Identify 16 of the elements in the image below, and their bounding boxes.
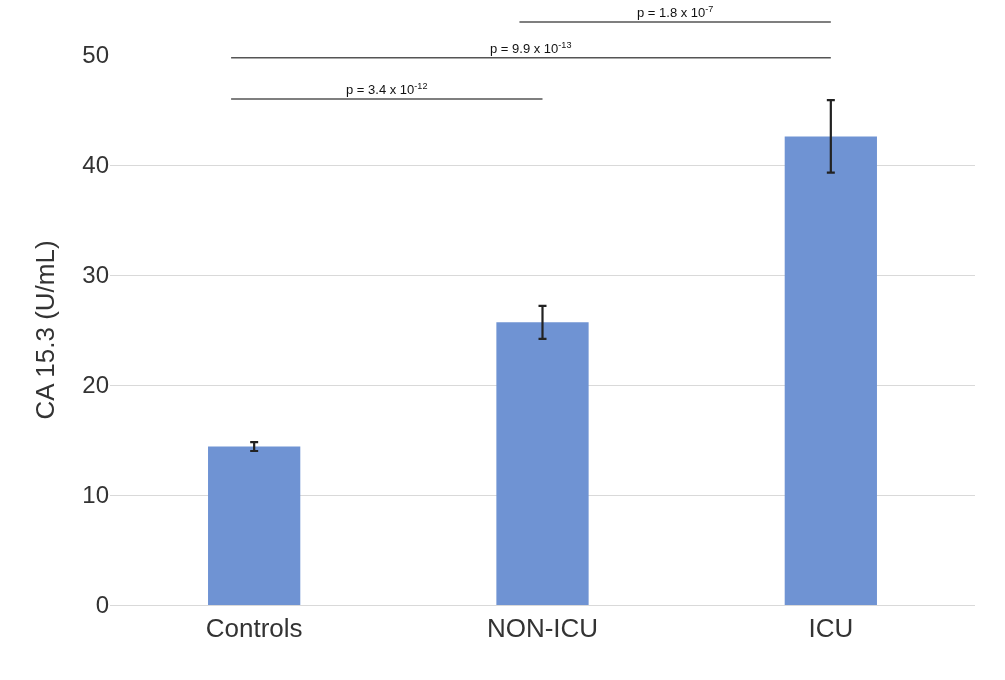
y-tick-label: 30 xyxy=(82,261,109,289)
x-tick-label: Controls xyxy=(205,613,303,644)
y-tick-label: 50 xyxy=(82,41,109,69)
y-tick-label: 10 xyxy=(82,481,109,509)
annotation: p = 3.4 x 10$^{-12}$ xyxy=(346,81,428,98)
y-axis-title: CA 15.3 (U/mL) xyxy=(29,240,60,420)
x-tick-label: ICU xyxy=(808,613,854,644)
bar xyxy=(208,446,301,605)
y-tick-label: 0 xyxy=(95,591,109,619)
x-tick-label: NON-ICU xyxy=(486,613,599,644)
bar xyxy=(496,322,589,605)
y-tick-label: 20 xyxy=(82,371,109,399)
bar xyxy=(784,136,877,605)
y-tick-label: 40 xyxy=(82,151,109,179)
annotation: p = 9.9 x 10$^{-13}$ xyxy=(490,40,572,57)
text: p = 1.8 x 10$^{-7}$ xyxy=(637,4,714,21)
